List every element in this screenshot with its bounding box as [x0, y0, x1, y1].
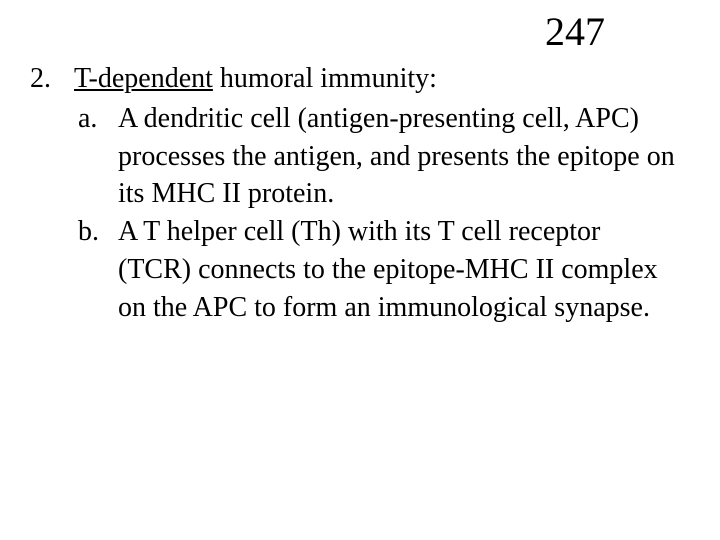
title-rest: humoral immunity:	[213, 63, 437, 94]
sub-item-b: b. A T helper cell (Th) with its T cell …	[78, 213, 680, 326]
page-number: 247	[545, 8, 605, 55]
sub-item-a: a. A dendritic cell (antigen-presenting …	[78, 100, 680, 213]
item-title: T-dependent humoral immunity:	[74, 60, 680, 98]
sub-item-b-number: b.	[78, 213, 118, 326]
title-underlined: T-dependent	[74, 63, 213, 94]
content-block: 2. T-dependent humoral immunity: a. A de…	[30, 60, 680, 327]
sub-list: a. A dendritic cell (antigen-presenting …	[74, 100, 680, 327]
sub-item-b-text: A T helper cell (Th) with its T cell rec…	[118, 213, 680, 326]
item-number: 2.	[30, 60, 74, 327]
item-body: T-dependent humoral immunity: a. A dendr…	[74, 60, 680, 327]
sub-item-a-text: A dendritic cell (antigen-presenting cel…	[118, 100, 680, 213]
list-item-2: 2. T-dependent humoral immunity: a. A de…	[30, 60, 680, 327]
sub-item-a-number: a.	[78, 100, 118, 213]
